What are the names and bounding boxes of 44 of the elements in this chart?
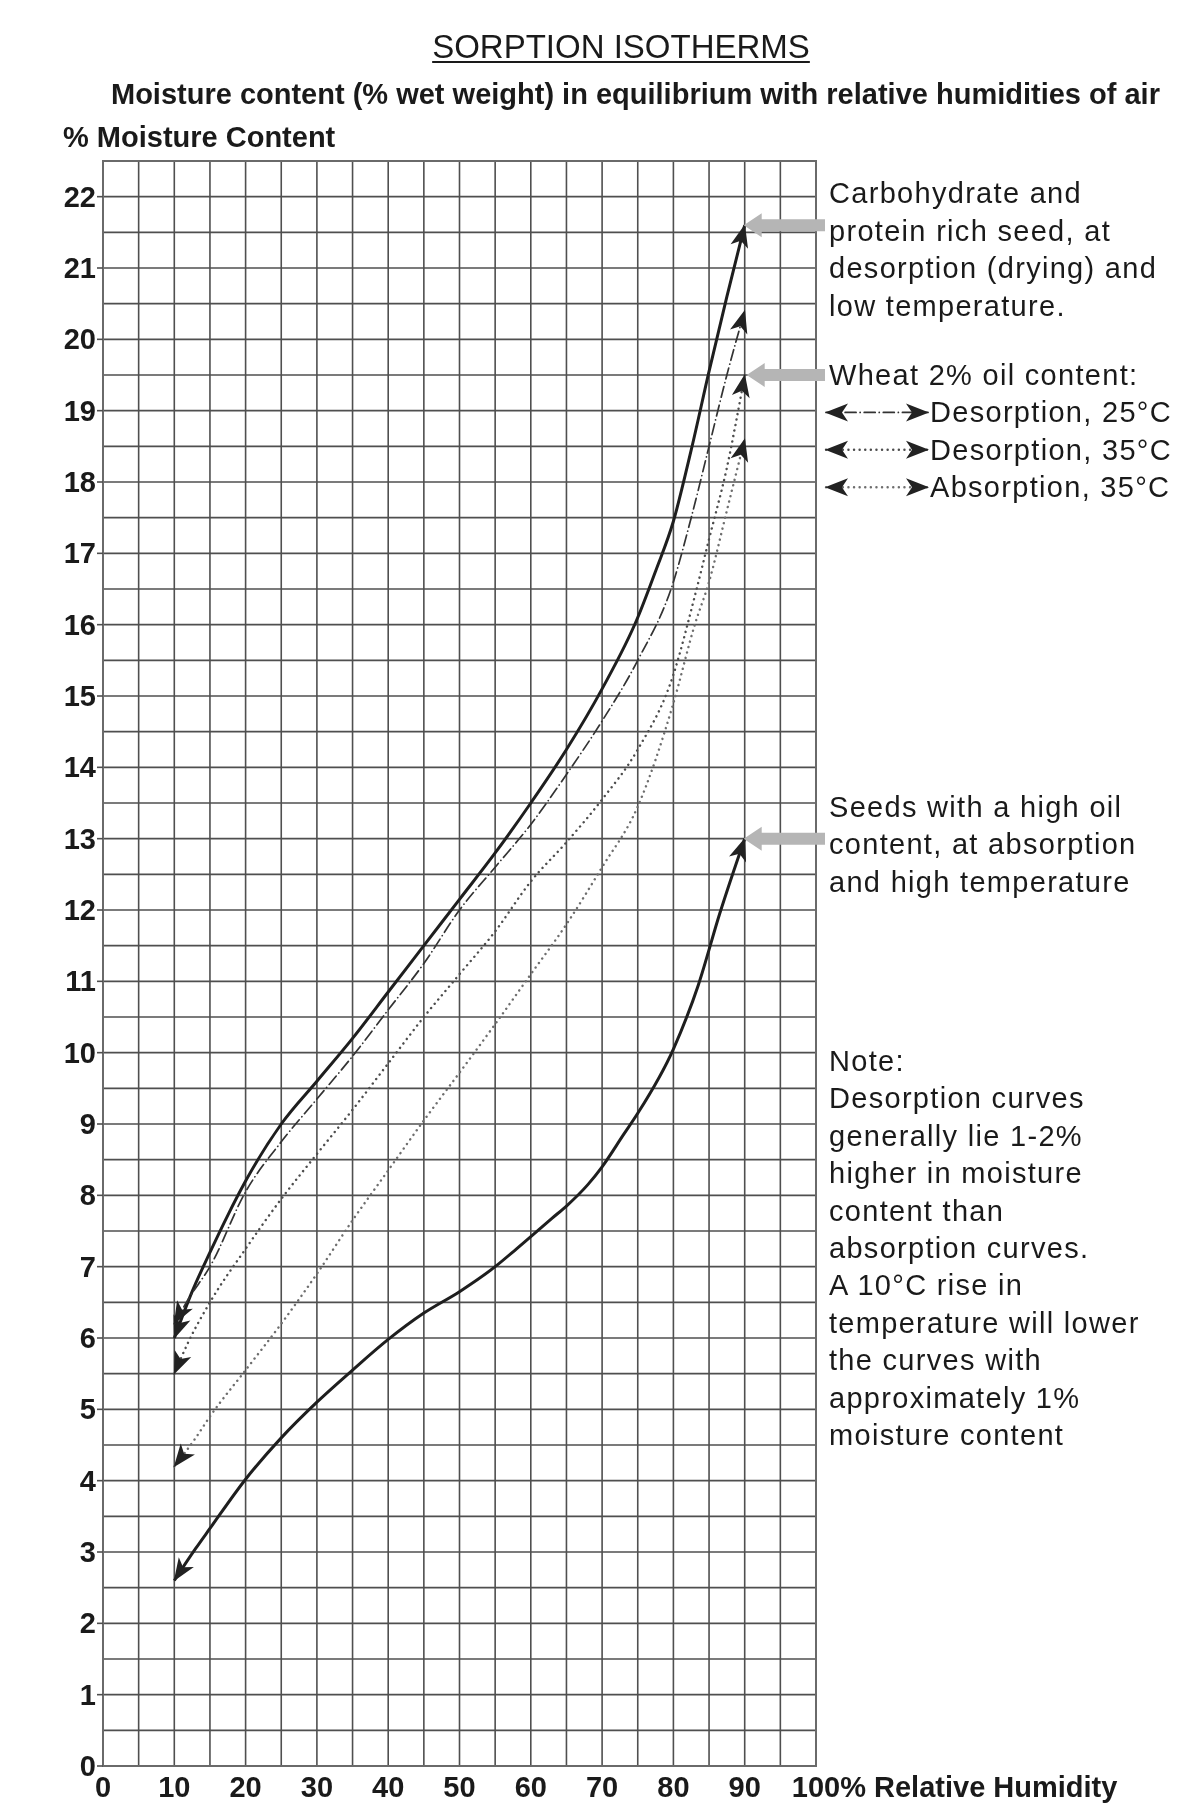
y-tick-label: 10 (63, 1036, 96, 1069)
y-tick-label: 3 (79, 1536, 96, 1569)
legend-label: Absorption, 35°C (930, 471, 1171, 504)
x-tick-label: 100 (791, 1771, 841, 1803)
y-tick-label: 21 (63, 252, 96, 285)
y-axis-title: % Moisture Content (63, 121, 336, 153)
y-tick-label: 20 (63, 323, 96, 356)
x-tick-label: 40 (372, 1771, 405, 1803)
y-tick-label: 9 (79, 1108, 96, 1141)
y-tick-label: 8 (79, 1179, 96, 1212)
y-tick-label: 15 (63, 680, 96, 713)
x-tick-label: 80 (657, 1771, 690, 1803)
y-tick-label: 5 (79, 1393, 96, 1426)
y-tick-label: 13 (63, 822, 96, 855)
y-tick-label: 14 (63, 751, 96, 784)
x-tick-label: 20 (229, 1771, 262, 1803)
y-tick-label: 17 (63, 537, 96, 570)
x-tick-label: 50 (443, 1771, 476, 1803)
y-tick-label: 2 (79, 1607, 96, 1640)
y-tick-label: 11 (65, 965, 96, 998)
y-tick-label: 19 (63, 394, 96, 427)
x-tick-label: 70 (585, 1771, 619, 1803)
x-tick-label: 90 (728, 1771, 761, 1803)
y-tick-label: 12 (63, 894, 96, 927)
y-tick-label: 0 (79, 1750, 96, 1783)
x-tick-label: 60 (514, 1771, 547, 1803)
chart-title: SORPTION ISOTHERMS (432, 28, 810, 65)
y-tick-label: 6 (79, 1322, 96, 1355)
y-tick-label: 4 (79, 1464, 96, 1497)
text: Note: Desorption curves generally lie 1-2% higher in moisture content than absorption curves. A 10°C rise in temperature will lower the curves with approximately 1% moisture content (829, 1045, 1140, 1451)
legend-title: Wheat 2% oil content: (829, 359, 1139, 391)
y-tick-label: 1 (79, 1678, 96, 1711)
legend-label: Desorption, 35°C (930, 433, 1172, 466)
y-tick-label: 22 (63, 180, 96, 213)
y-tick-label: 18 (63, 466, 96, 499)
x-tick-label: 30 (300, 1771, 334, 1803)
y-tick-label: 16 (63, 608, 96, 641)
y-tick-label: 7 (79, 1250, 96, 1283)
x-tick-label: 10 (158, 1771, 191, 1803)
legend-label: Desorption, 25°C (930, 396, 1172, 429)
x-axis-title: % Relative Humidity (840, 1771, 1118, 1803)
chart-subtitle: Moisture content (% wet weight) in equilibrium with relative humidities of air (111, 78, 1160, 110)
annotation: Seeds with a high oil content, at absorption and high temperature (829, 790, 1137, 898)
annotation: Carbohydrate and protein rich seed, at desorption (drying) and low temperature. (829, 177, 1158, 322)
